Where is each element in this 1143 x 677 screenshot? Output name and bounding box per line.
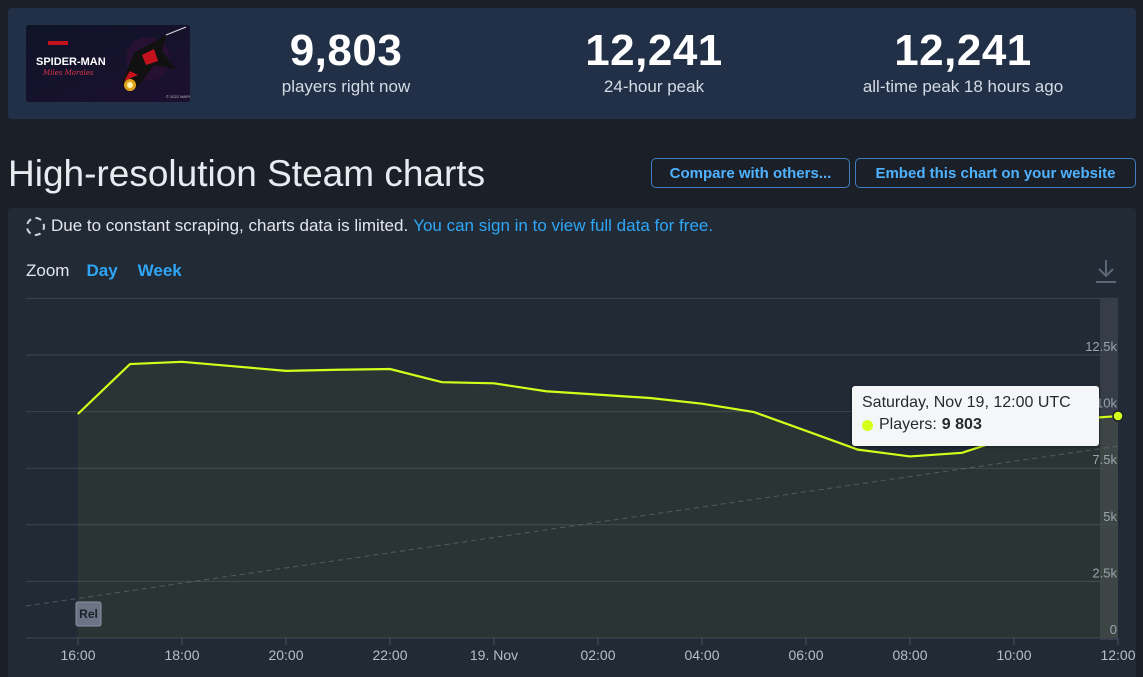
peak-24h-label: 24-hour peak	[603, 77, 705, 96]
chart-panel: Due to constant scraping, charts data is…	[8, 208, 1136, 677]
stats-bar: SPIDER-MAN Miles Morales © 2022 MARVEL 9…	[8, 8, 1136, 119]
y-tick-label: 12.5k	[1085, 339, 1117, 354]
all-time-peak-label[interactable]: all-time peak 18 hours ago	[862, 77, 1064, 96]
current-players-label: players right now	[281, 77, 411, 96]
x-tick-label: 12:00	[1100, 647, 1135, 663]
data-point[interactable]	[233, 365, 235, 367]
game-logo-subtitle: Miles Morales	[42, 69, 94, 77]
data-point[interactable]	[649, 397, 651, 399]
data-point[interactable]	[129, 363, 131, 365]
tooltip-row: Players: 9 803	[862, 415, 1089, 435]
game-copyright: © 2022 MARVEL	[166, 94, 190, 99]
game-cover-art: SPIDER-MAN Miles Morales © 2022 MARVEL	[26, 25, 190, 102]
peak-24h-value: 12,241	[585, 26, 723, 75]
x-tick-label: 20:00	[268, 647, 303, 663]
chart-tooltip: Saturday, Nov 19, 12:00 UTC Players: 9 8…	[852, 386, 1099, 446]
trend-line	[25, 445, 1119, 607]
zoom-week-button[interactable]: Week	[137, 261, 182, 280]
download-icon[interactable]	[1094, 258, 1118, 284]
data-point[interactable]	[77, 413, 79, 415]
rel-marker[interactable]: Rel	[75, 601, 102, 627]
data-limit-notice: Due to constant scraping, charts data is…	[26, 216, 713, 236]
players-line-chart[interactable]: 0 2.5k 5k 7.5k 10k 12.5k 16:00 18:00 20:00 22:00…	[8, 208, 1136, 677]
game-thumbnail[interactable]: SPIDER-MAN Miles Morales © 2022 MARVEL	[26, 25, 190, 102]
x-tick-label: 22:00	[372, 647, 407, 663]
tooltip-series-label: Players:	[879, 416, 937, 433]
x-tick-label: 08:00	[892, 647, 927, 663]
x-tick-label: 06:00	[788, 647, 823, 663]
y-tick-label: 7.5k	[1092, 452, 1117, 467]
data-point[interactable]	[337, 369, 339, 371]
data-point[interactable]	[961, 452, 963, 454]
x-tick-label: 18:00	[164, 647, 199, 663]
data-point[interactable]	[441, 381, 443, 383]
zoom-controls: Zoom Day Week	[26, 261, 202, 281]
zoom-day-button[interactable]: Day	[86, 261, 118, 280]
data-point[interactable]	[805, 430, 807, 432]
data-point[interactable]	[493, 382, 495, 384]
data-point[interactable]	[597, 394, 599, 396]
stat-all-time-peak: 12,241 all-time peak 18 hours ago	[838, 26, 1088, 98]
current-players-value: 9,803	[289, 26, 403, 75]
y-tick-label: 5k	[1103, 509, 1117, 524]
x-tick-label: 19. Nov	[470, 647, 518, 663]
stat-24h-peak: 12,241 24-hour peak	[569, 26, 739, 98]
data-point[interactable]	[753, 411, 755, 413]
data-point[interactable]	[285, 370, 287, 372]
x-tick-label: 02:00	[580, 647, 615, 663]
rel-label: Rel	[79, 607, 98, 621]
data-point[interactable]	[909, 455, 911, 457]
data-point[interactable]	[181, 361, 183, 363]
y-tick-label: 10k	[1096, 396, 1117, 411]
data-point[interactable]	[389, 368, 391, 370]
sign-in-link[interactable]: You can sign in to view full data for fr…	[413, 216, 714, 235]
x-tick-label: 04:00	[684, 647, 719, 663]
tooltip-value: 9 803	[941, 416, 982, 433]
embed-chart-button[interactable]: Embed this chart on your website	[855, 158, 1136, 188]
y-tick-label: 0	[1110, 622, 1117, 637]
compare-button[interactable]: Compare with others...	[651, 158, 850, 188]
hover-point[interactable]	[1112, 410, 1124, 422]
data-point[interactable]	[701, 403, 703, 405]
navigator-scrollbar[interactable]	[1100, 298, 1118, 640]
stat-current-players: 9,803 players right now	[261, 26, 431, 98]
y-tick-label: 2.5k	[1092, 565, 1117, 580]
data-point[interactable]	[857, 449, 859, 451]
dashed-circle-icon	[26, 216, 45, 236]
x-tick-label: 16:00	[60, 647, 95, 663]
series-dot-icon	[862, 419, 873, 431]
players-area-fill	[78, 361, 1118, 638]
tooltip-title: Saturday, Nov 19, 12:00 UTC	[862, 394, 1071, 411]
game-logo-title: SPIDER-MAN	[36, 56, 106, 68]
page-title: High-resolution Steam charts	[8, 153, 486, 194]
notice-text: Due to constant scraping, charts data is…	[51, 216, 409, 235]
x-tick-label: 10:00	[996, 647, 1031, 663]
data-point[interactable]	[545, 390, 547, 392]
all-time-peak-value: 12,241	[894, 26, 1032, 75]
zoom-label: Zoom	[26, 261, 70, 280]
